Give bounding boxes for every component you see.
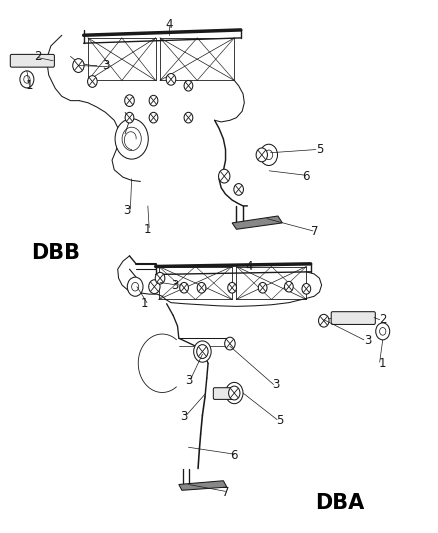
Polygon shape (232, 216, 283, 229)
Circle shape (228, 282, 237, 293)
Text: 1: 1 (143, 223, 151, 236)
Polygon shape (179, 481, 227, 490)
Text: 5: 5 (276, 414, 284, 427)
Circle shape (149, 112, 158, 123)
Circle shape (115, 119, 148, 159)
Text: DBB: DBB (31, 243, 80, 263)
Circle shape (265, 150, 273, 160)
Text: 3: 3 (272, 378, 279, 391)
Circle shape (302, 284, 311, 294)
Text: 3: 3 (364, 334, 371, 348)
Text: 3: 3 (185, 374, 192, 387)
Circle shape (376, 323, 390, 340)
Circle shape (197, 282, 206, 293)
Circle shape (318, 314, 329, 327)
Circle shape (219, 169, 230, 183)
Circle shape (380, 328, 386, 335)
Text: 3: 3 (102, 59, 109, 72)
Text: 3: 3 (124, 204, 131, 217)
Circle shape (256, 148, 268, 162)
Text: 3: 3 (180, 410, 188, 423)
Circle shape (184, 80, 193, 91)
Text: 6: 6 (230, 449, 238, 462)
Circle shape (260, 144, 278, 165)
Text: 1: 1 (141, 297, 148, 310)
Text: 6: 6 (303, 169, 310, 183)
Text: 2: 2 (34, 50, 42, 63)
Text: DBA: DBA (315, 493, 364, 513)
Circle shape (24, 76, 30, 83)
Text: 2: 2 (379, 313, 386, 326)
Circle shape (88, 76, 97, 87)
Circle shape (125, 112, 134, 123)
Circle shape (149, 280, 160, 294)
Text: 4: 4 (165, 18, 173, 31)
Circle shape (230, 388, 238, 398)
Text: 7: 7 (222, 486, 230, 499)
Text: 1: 1 (25, 79, 33, 92)
Circle shape (127, 277, 143, 296)
Circle shape (197, 345, 208, 359)
Circle shape (194, 341, 211, 362)
Circle shape (198, 347, 206, 357)
Circle shape (226, 382, 243, 403)
Text: 4: 4 (246, 260, 253, 273)
Text: 7: 7 (311, 225, 319, 238)
Circle shape (285, 281, 293, 292)
Text: 1: 1 (379, 357, 386, 370)
Circle shape (155, 272, 165, 284)
Text: 3: 3 (172, 279, 179, 292)
Circle shape (125, 95, 134, 107)
Text: 5: 5 (316, 143, 323, 156)
FancyBboxPatch shape (11, 54, 54, 67)
Circle shape (20, 71, 34, 88)
Circle shape (132, 282, 139, 291)
Circle shape (73, 59, 84, 72)
Circle shape (225, 337, 235, 350)
Circle shape (184, 112, 193, 123)
FancyBboxPatch shape (331, 312, 375, 325)
Circle shape (180, 282, 188, 293)
Circle shape (122, 127, 141, 151)
Circle shape (234, 183, 244, 195)
Circle shape (229, 386, 240, 400)
Circle shape (166, 74, 176, 85)
Circle shape (258, 282, 267, 293)
FancyBboxPatch shape (213, 387, 233, 399)
Circle shape (149, 95, 158, 106)
